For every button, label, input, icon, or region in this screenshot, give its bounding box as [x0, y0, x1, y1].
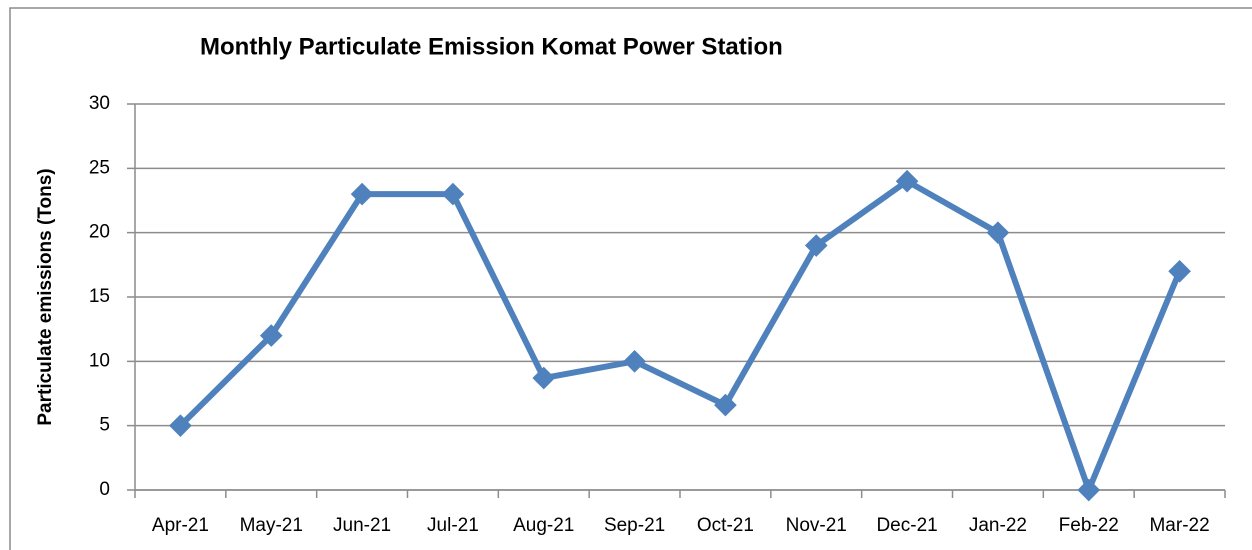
x-tick-label: Apr-21 — [152, 515, 209, 536]
marker — [623, 350, 646, 373]
y-tick-label: 10 — [89, 350, 110, 371]
x-tick-label: Feb-22 — [1059, 515, 1119, 536]
marker — [1077, 478, 1101, 502]
marker — [1168, 259, 1191, 283]
marker — [532, 366, 556, 390]
x-tick-label: Jul-21 — [427, 515, 479, 536]
y-tick-label: 20 — [89, 222, 110, 243]
y-tick-label: 30 — [89, 93, 110, 114]
y-tick-label: 25 — [89, 157, 110, 178]
x-tick-label: May-21 — [240, 515, 303, 536]
x-tick-label: Oct-21 — [697, 515, 754, 536]
marker — [259, 324, 283, 347]
x-tick-label: Nov-21 — [786, 515, 847, 536]
x-tick-label: Jun-21 — [333, 515, 391, 536]
x-tick-label: Jan-22 — [969, 515, 1027, 536]
y-tick-label: 5 — [99, 415, 110, 436]
y-axis-label: Particulate emissions (Tons) — [35, 168, 56, 425]
series-line — [178, 178, 1183, 493]
x-tick-label: Aug-21 — [513, 515, 574, 536]
marker — [441, 182, 465, 206]
y-tick-label: 0 — [99, 479, 110, 500]
x-tick-label: Mar-22 — [1149, 515, 1209, 536]
chart-border — [9, 7, 1252, 550]
y-tick-label: 15 — [89, 286, 110, 307]
x-tick-label: Sep-21 — [604, 515, 665, 536]
marker — [714, 393, 737, 417]
x-tick-label: Dec-21 — [876, 515, 937, 536]
chart-title: Monthly Particulate Emission Komat Power… — [200, 33, 783, 60]
